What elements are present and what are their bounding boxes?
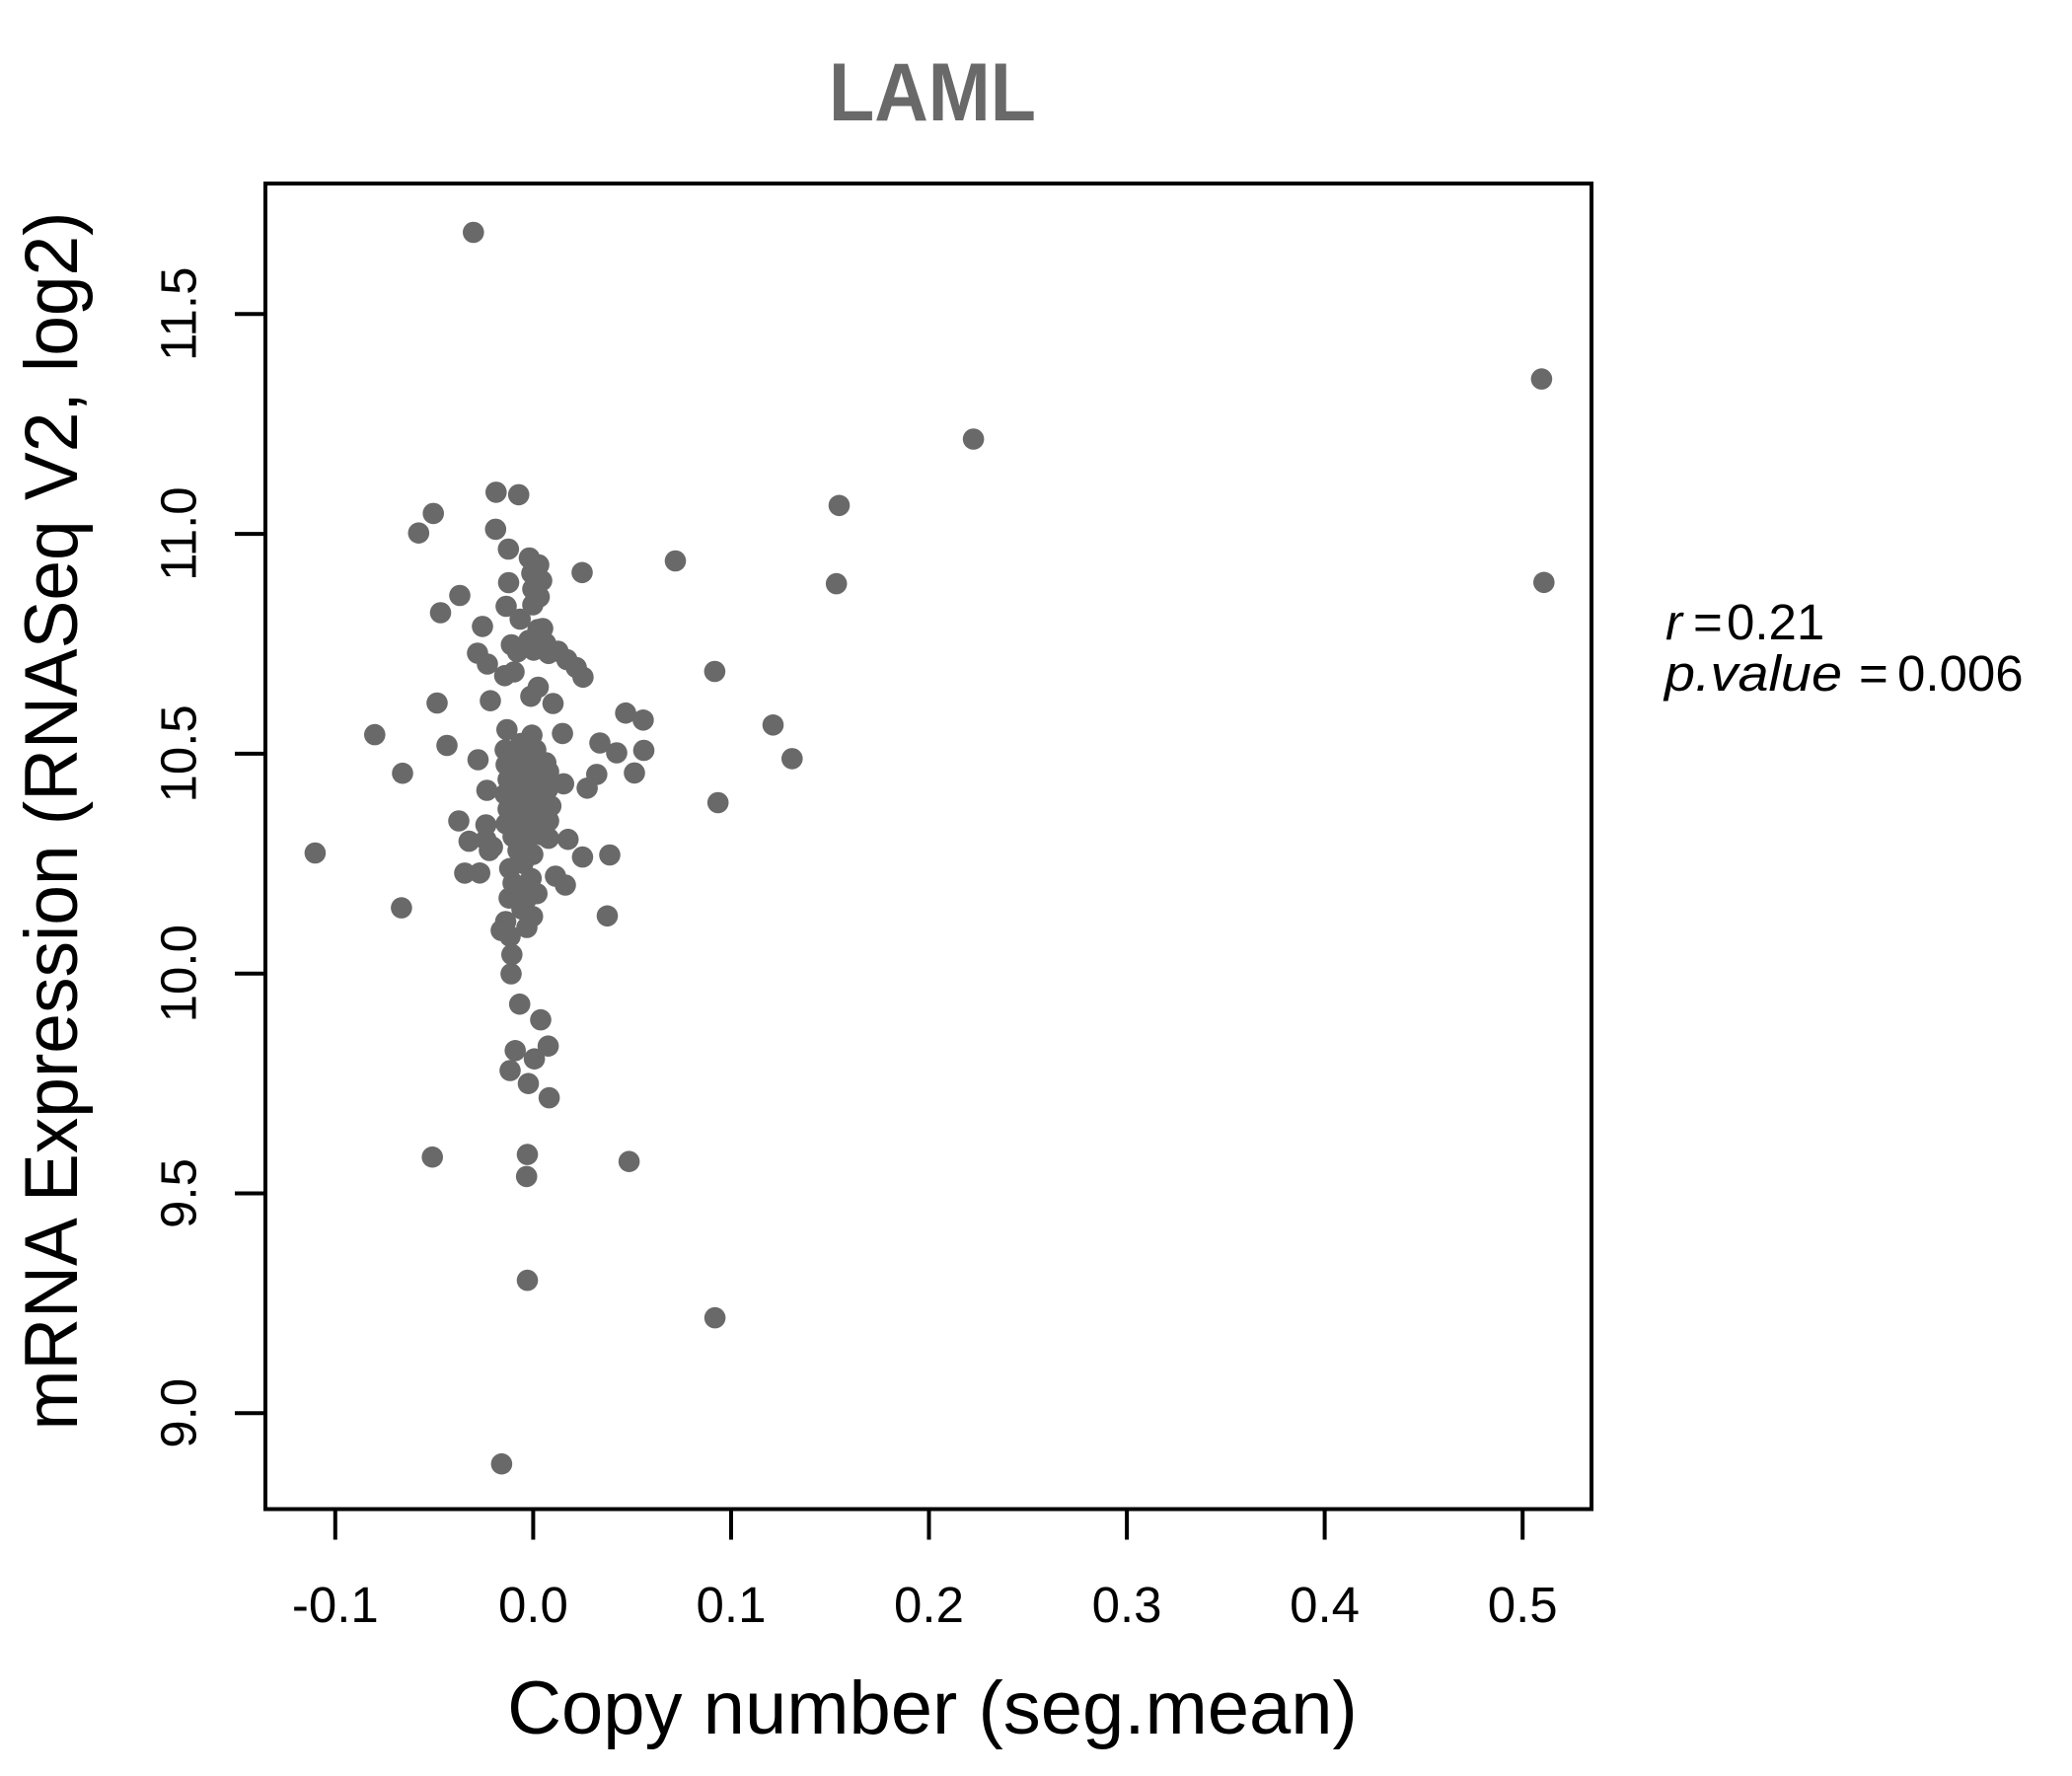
svg-text:-0.1: -0.1 (292, 1577, 379, 1633)
svg-text:0.21: 0.21 (1727, 594, 1824, 650)
svg-text:10.0: 10.0 (151, 925, 207, 1022)
svg-text:mRNA Expression (RNASeq V2, lo: mRNA Expression (RNASeq V2, log2) (10, 212, 94, 1431)
svg-text:0.2: 0.2 (894, 1577, 964, 1633)
svg-text:r: r (1665, 594, 1684, 650)
svg-text:p.value: p.value (1663, 645, 1842, 702)
svg-text:LAML: LAML (829, 45, 1036, 138)
svg-text:11.0: 11.0 (151, 486, 207, 580)
svg-text:9.0: 9.0 (151, 1378, 207, 1448)
svg-text:0.4: 0.4 (1290, 1577, 1360, 1633)
svg-text:Copy number (seg.mean): Copy number (seg.mean) (507, 1666, 1358, 1750)
svg-text:=: = (1693, 594, 1723, 650)
svg-text:=: = (1859, 645, 1888, 702)
svg-text:0.0: 0.0 (498, 1577, 568, 1633)
svg-text:11.5: 11.5 (151, 267, 207, 361)
svg-text:0.006: 0.006 (1897, 645, 2024, 702)
svg-text:0.5: 0.5 (1488, 1577, 1558, 1633)
svg-text:0.3: 0.3 (1092, 1577, 1162, 1633)
svg-text:10.5: 10.5 (151, 704, 207, 802)
svg-text:9.5: 9.5 (151, 1158, 207, 1228)
svg-text:0.1: 0.1 (697, 1577, 767, 1633)
